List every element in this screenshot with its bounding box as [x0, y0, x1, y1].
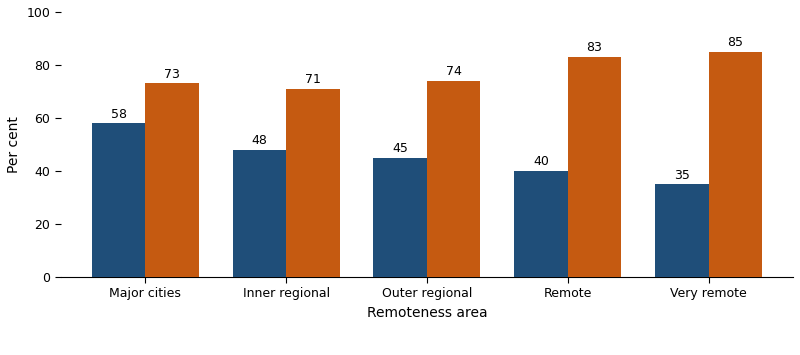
Text: 71: 71 — [305, 73, 321, 86]
Text: 45: 45 — [392, 142, 408, 155]
Bar — [709, 52, 762, 277]
Text: 58: 58 — [110, 108, 126, 121]
Bar — [427, 81, 481, 277]
Bar — [568, 57, 622, 277]
Bar — [286, 89, 340, 277]
Bar — [146, 83, 198, 277]
Text: 73: 73 — [164, 68, 180, 81]
Bar — [92, 123, 146, 277]
Bar — [655, 184, 709, 277]
X-axis label: Remoteness area: Remoteness area — [366, 306, 487, 320]
Bar — [233, 150, 286, 277]
Text: 35: 35 — [674, 169, 690, 181]
Bar — [514, 171, 568, 277]
Y-axis label: Per cent: Per cent — [7, 116, 21, 173]
Text: 48: 48 — [251, 134, 267, 147]
Text: 74: 74 — [446, 65, 462, 78]
Text: 85: 85 — [727, 36, 743, 49]
Text: 40: 40 — [533, 155, 549, 168]
Text: 83: 83 — [586, 41, 602, 54]
Bar — [374, 158, 427, 277]
